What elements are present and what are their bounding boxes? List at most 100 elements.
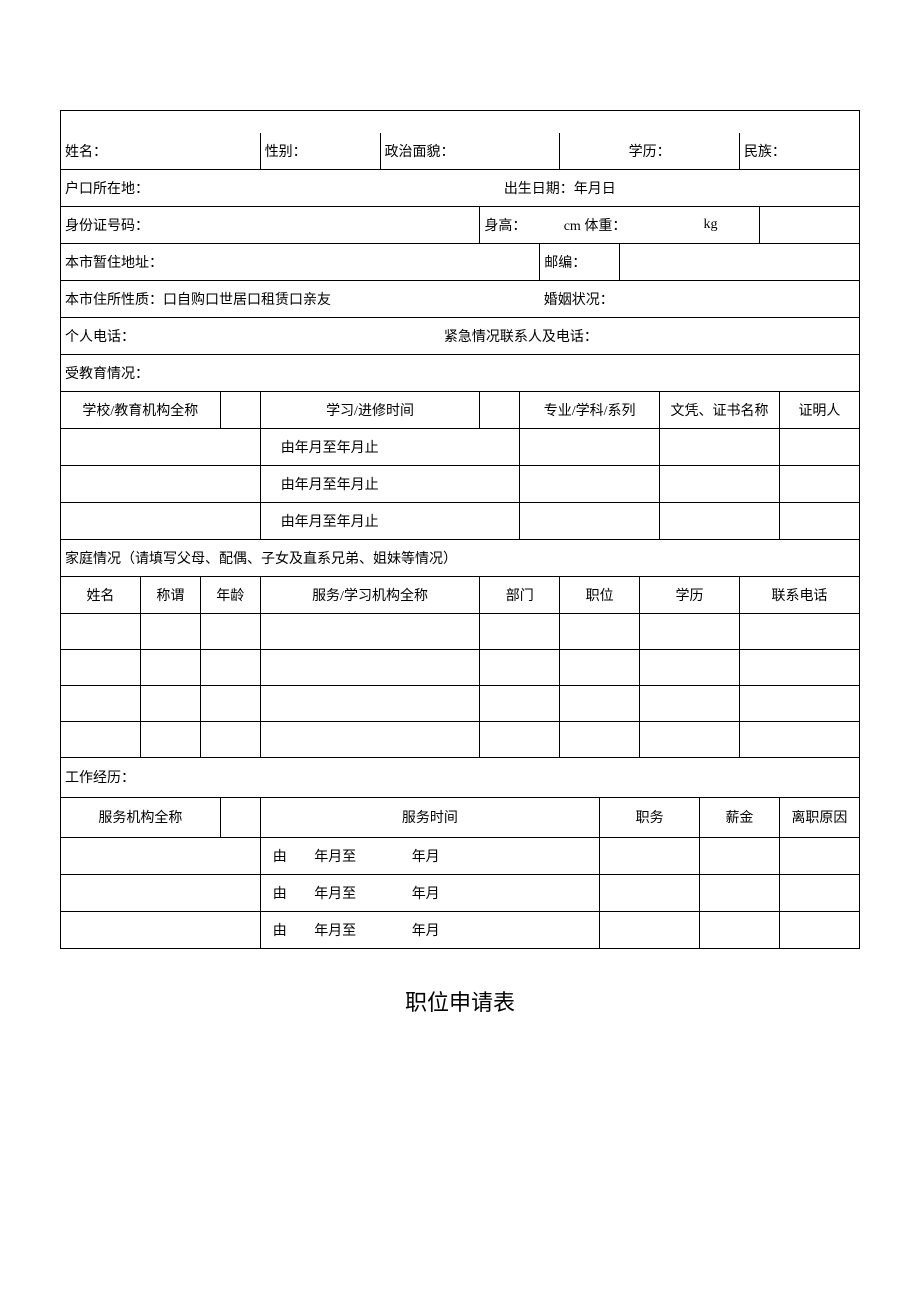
fam-header-dept: 部门 bbox=[480, 576, 560, 613]
education-section-label: 受教育情况： bbox=[61, 354, 860, 391]
fam-row-position bbox=[560, 649, 640, 685]
work-row-reason bbox=[779, 874, 859, 911]
fam-row-position bbox=[560, 721, 640, 757]
fam-header-age: 年龄 bbox=[200, 576, 260, 613]
edu-row-witness bbox=[779, 465, 859, 502]
fam-row-relation bbox=[140, 613, 200, 649]
fam-header-position: 职位 bbox=[560, 576, 640, 613]
work-row-org bbox=[61, 911, 261, 948]
fam-row-relation bbox=[140, 721, 200, 757]
edu-row-period: 由年月至年月止 bbox=[260, 465, 520, 502]
page-title: 职位申请表 bbox=[60, 985, 860, 1017]
fam-row-org bbox=[260, 721, 480, 757]
fam-row-org bbox=[260, 685, 480, 721]
fam-row-dept bbox=[480, 613, 560, 649]
fam-row-position bbox=[560, 685, 640, 721]
fam-header-name: 姓名 bbox=[61, 576, 141, 613]
edu-row-major bbox=[520, 465, 660, 502]
work-row-period: 由 年月至 年月 bbox=[260, 837, 599, 874]
fam-header-phone: 联系电话 bbox=[739, 576, 859, 613]
work-row-salary bbox=[700, 837, 780, 874]
gender-label: 性别： bbox=[260, 133, 380, 170]
fam-row-name bbox=[61, 721, 141, 757]
edu-header-period: 学习/进修时间 bbox=[260, 391, 480, 428]
edu-row-major bbox=[520, 502, 660, 539]
work-row-org bbox=[61, 837, 261, 874]
edu-row-witness bbox=[779, 428, 859, 465]
work-row-salary bbox=[700, 874, 780, 911]
ethnicity-label: 民族： bbox=[739, 133, 859, 170]
fam-row-age bbox=[200, 685, 260, 721]
edu-row-period: 由年月至年月止 bbox=[260, 502, 520, 539]
fam-row-relation bbox=[140, 649, 200, 685]
fam-row-age bbox=[200, 613, 260, 649]
fam-row-name bbox=[61, 649, 141, 685]
work-header-reason: 离职原因 bbox=[779, 797, 859, 837]
work-row-position bbox=[600, 911, 700, 948]
fam-header-relation: 称谓 bbox=[140, 576, 200, 613]
education-label: 学历： bbox=[560, 133, 740, 170]
fam-row-education bbox=[640, 685, 740, 721]
edu-row-major bbox=[520, 428, 660, 465]
work-header-org: 服务机构全称 bbox=[61, 797, 221, 837]
work-header-position: 职务 bbox=[600, 797, 700, 837]
postcode-blank bbox=[620, 243, 860, 280]
fam-row-phone bbox=[739, 649, 859, 685]
height-weight-label: cm 体重： bbox=[560, 206, 700, 243]
edu-row-cert bbox=[660, 465, 780, 502]
edu-row-cert bbox=[660, 502, 780, 539]
edu-row-school bbox=[61, 465, 261, 502]
edu-header-major: 专业/学科/系列 bbox=[520, 391, 660, 428]
marital-label: 婚姻状况： bbox=[540, 280, 860, 317]
edu-row-school bbox=[61, 428, 261, 465]
fam-row-phone bbox=[739, 613, 859, 649]
application-form-table: 姓名： 性别： 政治面貌： 学历： 民族： 户口所在地： 出生日期：年月日 身份… bbox=[60, 110, 860, 949]
fam-row-name bbox=[61, 613, 141, 649]
fam-row-age bbox=[200, 721, 260, 757]
work-row-period: 由 年月至 年月 bbox=[260, 911, 599, 948]
fam-row-phone bbox=[739, 721, 859, 757]
work-row-salary bbox=[700, 911, 780, 948]
fam-row-education bbox=[640, 613, 740, 649]
id-label: 身份证号码： bbox=[61, 206, 480, 243]
fam-row-dept bbox=[480, 721, 560, 757]
edu-header-school: 学校/教育机构全称 bbox=[61, 391, 221, 428]
hukou-label: 户口所在地： bbox=[61, 169, 500, 206]
fam-row-name bbox=[61, 685, 141, 721]
work-row-position bbox=[600, 874, 700, 911]
fam-row-age bbox=[200, 649, 260, 685]
fam-row-org bbox=[260, 649, 480, 685]
phone-label: 个人电话： bbox=[61, 317, 440, 354]
fam-row-education bbox=[640, 649, 740, 685]
work-row-period: 由 年月至 年月 bbox=[260, 874, 599, 911]
name-label: 姓名： bbox=[61, 133, 261, 170]
edu-row-cert bbox=[660, 428, 780, 465]
emergency-label: 紧急情况联系人及电话： bbox=[440, 317, 860, 354]
fam-row-phone bbox=[739, 685, 859, 721]
fam-header-org: 服务/学习机构全称 bbox=[260, 576, 480, 613]
edu-row-school bbox=[61, 502, 261, 539]
dob-label: 出生日期：年月日 bbox=[500, 169, 860, 206]
work-header-salary: 薪金 bbox=[700, 797, 780, 837]
fam-row-education bbox=[640, 721, 740, 757]
edu-row-witness bbox=[779, 502, 859, 539]
fam-row-relation bbox=[140, 685, 200, 721]
work-row-org bbox=[61, 874, 261, 911]
family-section-label: 家庭情况（请填写父母、配偶、子女及直系兄弟、姐妹等情况） bbox=[61, 539, 860, 576]
work-section-label: 工作经历： bbox=[61, 757, 860, 797]
edu-header-witness: 证明人 bbox=[779, 391, 859, 428]
fam-row-position bbox=[560, 613, 640, 649]
work-row-position bbox=[600, 837, 700, 874]
postcode-label: 邮编： bbox=[540, 243, 620, 280]
fam-row-org bbox=[260, 613, 480, 649]
fam-header-education: 学历 bbox=[640, 576, 740, 613]
work-row-reason bbox=[779, 911, 859, 948]
work-header-period: 服务时间 bbox=[260, 797, 599, 837]
residence-type-label: 本市住所性质：口自购口世居口租赁口亲友 bbox=[61, 280, 540, 317]
edu-row-period: 由年月至年月止 bbox=[260, 428, 520, 465]
height-label: 身高： bbox=[480, 206, 560, 243]
work-row-reason bbox=[779, 837, 859, 874]
weight-unit-label: kg bbox=[700, 206, 760, 243]
fam-row-dept bbox=[480, 649, 560, 685]
fam-row-dept bbox=[480, 685, 560, 721]
